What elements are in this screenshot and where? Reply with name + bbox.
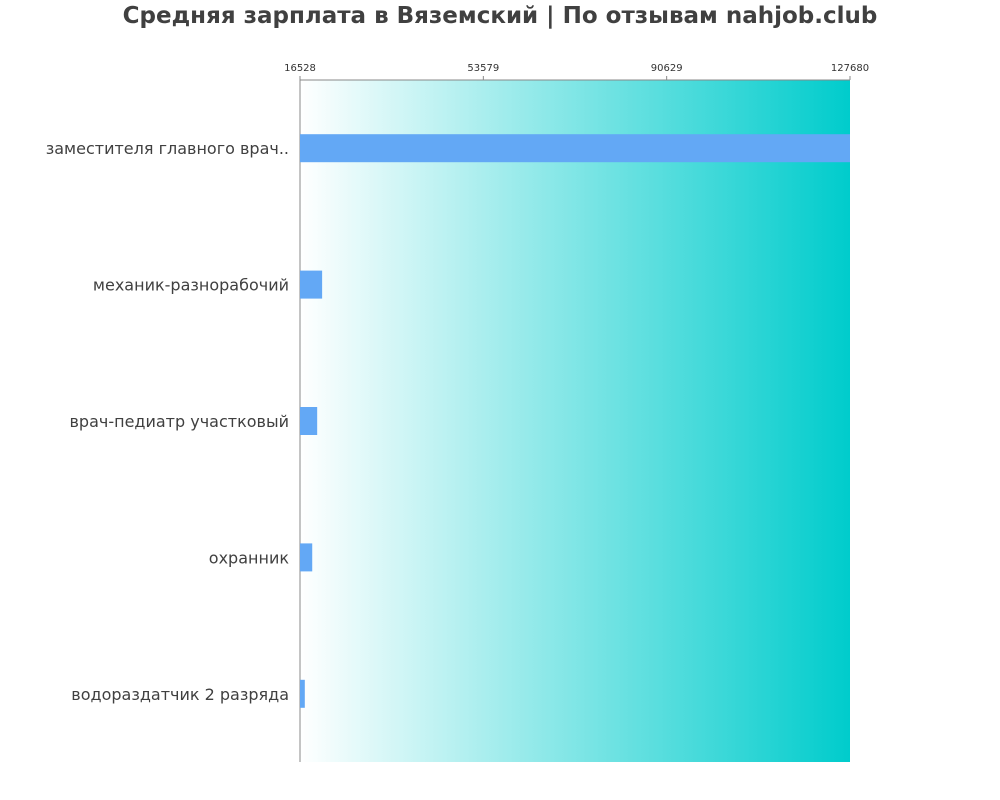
bar	[300, 543, 313, 572]
x-tick-label: 53579	[467, 63, 499, 74]
category-label: охранник	[209, 548, 290, 567]
plot-background	[300, 80, 850, 762]
chart-title: Средняя зарплата в Вяземский | По отзыва…	[122, 3, 878, 29]
bar	[300, 270, 323, 299]
x-tick-label: 16528	[284, 63, 316, 74]
bar	[300, 407, 318, 435]
category-label: врач-педиатр участковый	[69, 412, 289, 431]
bar	[300, 679, 305, 708]
category-label: заместителя главного врач..	[46, 139, 289, 158]
bar	[300, 134, 850, 163]
category-label: водораздатчик 2 разряда	[71, 685, 289, 704]
x-tick-label: 127680	[831, 63, 869, 74]
category-label: механик-разнорабочий	[93, 276, 289, 295]
x-tick-label: 90629	[651, 63, 683, 74]
